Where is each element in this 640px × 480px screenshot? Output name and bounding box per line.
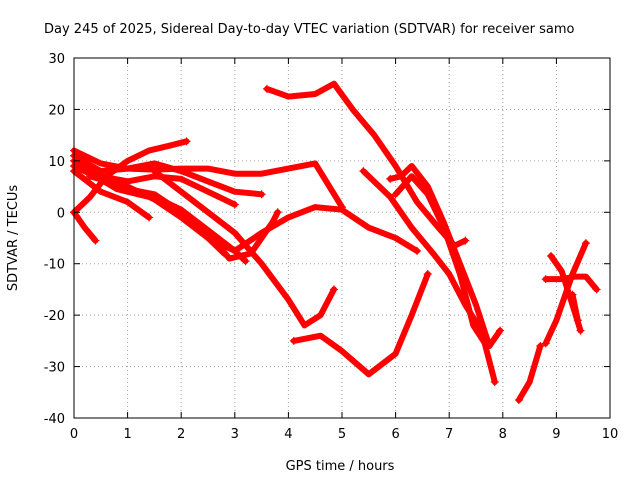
x-tick-label: 5 [338,427,346,442]
endpoint-plus-marker [230,200,239,209]
y-tick-label: 10 [48,155,65,170]
x-tick-label: 7 [445,427,453,442]
series-trace-18 [542,240,589,347]
y-tick-label: -30 [44,361,65,376]
endpoint-plus-marker [182,137,191,146]
endpoint-plus-marker [289,336,298,345]
endpoint-plus-marker [241,257,250,266]
endpoint-plus-marker [541,275,550,284]
y-tick-label: -10 [44,258,65,273]
endpoint-plus-marker [547,252,556,260]
y-axis-label: SDTVAR / TECUs [6,185,21,292]
x-tick-label: 3 [231,427,239,442]
endpoint-plus-marker [86,172,95,181]
endpoint-plus-marker [536,342,545,350]
x-tick-label: 0 [70,427,78,442]
endpoint-plus-marker [145,213,154,222]
y-tick-label: 0 [57,206,65,221]
x-tick-label: 4 [284,427,292,442]
x-axis-label: GPS time / hours [286,459,395,474]
endpoint-plus-marker [423,270,432,278]
series-trace-16 [392,173,490,349]
x-tick-label: 9 [552,427,560,442]
endpoint-plus-marker [386,174,395,183]
endpoint-plus-marker [257,190,266,199]
series-trace-4 [71,152,265,198]
endpoint-plus-marker [461,236,470,245]
x-tick-label: 2 [177,427,185,442]
endpoint-plus-marker [568,290,577,299]
endpoint-plus-marker [541,339,550,348]
endpoint-plus-marker [204,228,212,237]
endpoint-plus-marker [576,326,585,335]
x-tick-label: 8 [499,427,507,442]
endpoint-plus-marker [150,167,159,176]
series-trace-14 [360,168,498,385]
x-tick-label: 10 [602,427,619,442]
series-layer [70,80,601,404]
endpoint-plus-marker [496,326,505,335]
chart-title: Day 245 of 2025, Sidereal Day-to-day VTE… [44,22,575,37]
y-tick-label: 30 [48,52,65,67]
endpoint-plus-marker [359,167,368,176]
endpoint-plus-marker [514,396,523,404]
series-trace-17 [515,343,544,403]
endpoint-plus-marker [262,84,271,93]
series-trace-1 [71,138,190,216]
series-trace-10 [151,168,337,329]
series-trace-2 [71,209,99,244]
endpoint-plus-marker [581,239,590,248]
endpoint-plus-marker [573,316,582,325]
endpoint-plus-marker [391,190,400,199]
series-trace-15 [387,163,504,349]
grid [74,58,610,418]
endpoint-plus-marker [91,236,100,245]
y-tick-label: 20 [48,103,65,118]
endpoint-plus-marker [490,378,499,386]
endpoint-plus-marker [273,208,282,217]
series-trace-7 [71,168,152,221]
series-trace-19 [542,273,600,293]
y-tick-label: -20 [44,309,65,324]
ticks: 0 1 2 3 4 5 6 7 8 9 10 -40 -30 -20 -10 0 10 20 30 [44,52,619,442]
endpoint-plus-marker [413,246,422,255]
y-tick-label: -40 [44,412,65,427]
endpoint-plus-marker [329,285,338,294]
series-trace-11 [205,209,281,262]
series-trace-21 [569,291,581,324]
endpoint-plus-marker [482,342,491,350]
series-trace-13 [290,271,431,378]
x-tick-label: 6 [391,427,399,442]
endpoint-plus-marker [592,285,601,294]
x-tick-label: 1 [123,427,131,442]
